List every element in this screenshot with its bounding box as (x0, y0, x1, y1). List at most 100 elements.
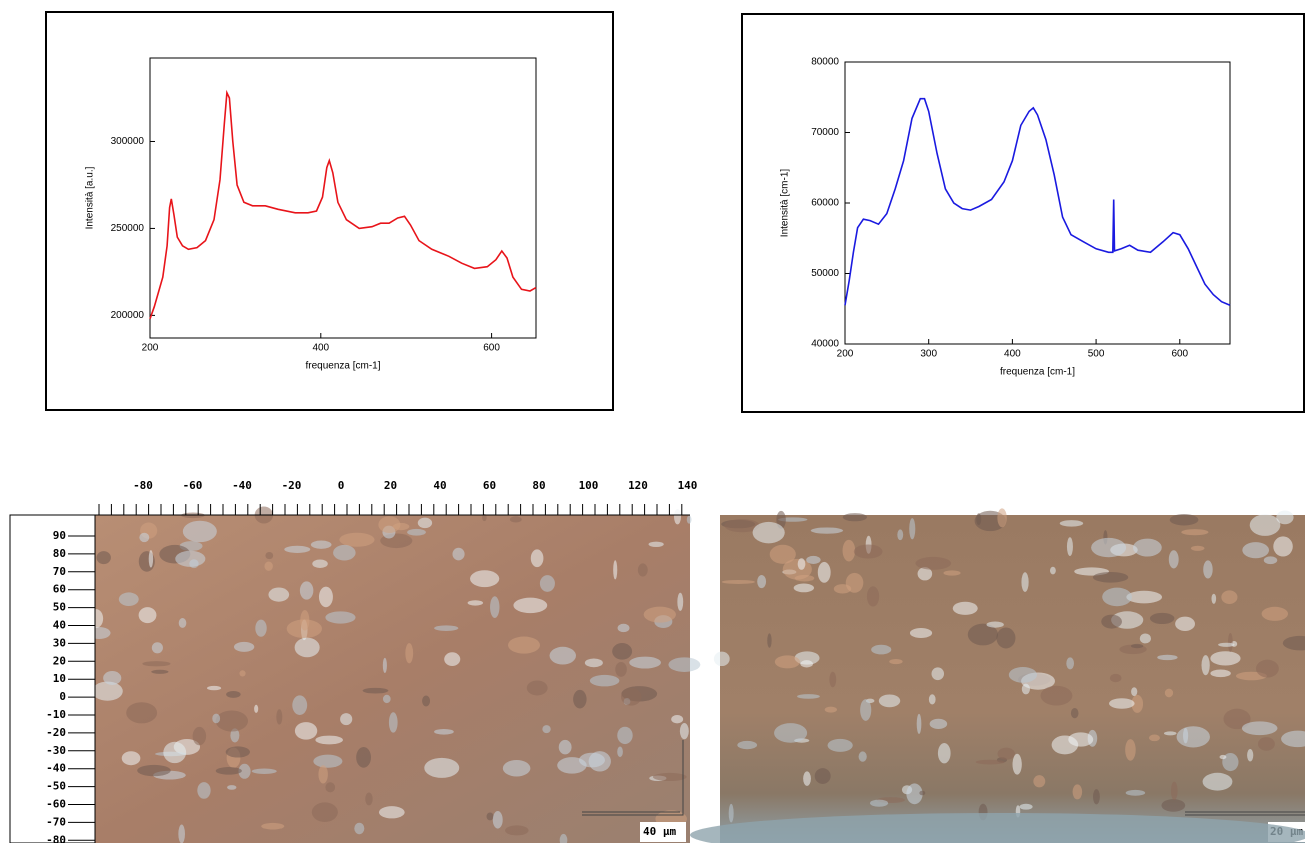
speck (121, 751, 141, 766)
speck (467, 600, 484, 606)
speck (737, 740, 758, 750)
speck (325, 782, 336, 793)
speck (1157, 654, 1178, 661)
speck (637, 563, 648, 577)
speck (679, 723, 689, 740)
speck (1072, 784, 1083, 800)
speck (871, 644, 892, 655)
speck (1164, 688, 1174, 698)
speck (192, 726, 207, 746)
x-tick-label: 400 (1004, 349, 1021, 360)
speck (1176, 726, 1210, 748)
speck (505, 825, 529, 836)
speck (233, 641, 255, 652)
ruler-label: -80 (133, 479, 153, 492)
speck (422, 695, 431, 707)
speck (365, 792, 373, 806)
speck (612, 643, 633, 660)
speck (318, 586, 333, 608)
speck (1183, 727, 1189, 744)
speck (255, 619, 267, 637)
speck (728, 803, 734, 823)
speck (617, 726, 633, 745)
speck (1223, 708, 1251, 730)
speck (268, 587, 290, 602)
speck (508, 636, 540, 654)
ruler-label: -60 (183, 479, 203, 492)
speck (906, 783, 923, 805)
data-line (149, 89, 537, 320)
shadow (690, 813, 1305, 843)
speck (829, 671, 837, 688)
speck (1218, 642, 1235, 647)
speck (853, 544, 883, 559)
speck (1008, 667, 1038, 683)
speck (858, 751, 867, 762)
ruler-label: 90 (53, 529, 66, 542)
ruler-label: 40 (433, 479, 446, 492)
speck (339, 532, 375, 547)
speck (671, 715, 684, 724)
y-tick-label: 40000 (811, 339, 839, 350)
speck (943, 570, 961, 576)
ruler-label: -40 (232, 479, 252, 492)
speck (1247, 749, 1254, 762)
speck (613, 560, 618, 580)
speck (1281, 730, 1305, 748)
chart-frame (45, 11, 614, 411)
ruler-label: 20 (384, 479, 397, 492)
speck (558, 739, 572, 755)
speck (542, 725, 551, 734)
speck (648, 541, 664, 548)
speck (470, 570, 500, 588)
speck (1149, 612, 1175, 625)
speck (557, 757, 587, 774)
speck (182, 520, 217, 543)
speck (1168, 550, 1179, 569)
speck (769, 544, 796, 564)
speck (1125, 739, 1136, 761)
speck (225, 746, 250, 758)
scale-label-bg (640, 822, 686, 842)
speck (673, 508, 682, 525)
speck (126, 702, 158, 724)
speck (1276, 510, 1294, 525)
speck (797, 558, 806, 570)
ruler-label: 120 (628, 479, 648, 492)
speck (1282, 635, 1305, 651)
speck (833, 584, 852, 594)
speck (227, 785, 237, 790)
speck (378, 516, 401, 533)
speck (589, 674, 620, 687)
speck (803, 771, 811, 786)
speck (794, 651, 820, 665)
speck (325, 611, 356, 624)
speck (1040, 685, 1073, 706)
speck (713, 651, 730, 667)
speck (103, 671, 122, 685)
speck (897, 529, 904, 541)
speck (573, 689, 587, 709)
speck (151, 642, 163, 654)
speck (1249, 514, 1281, 536)
speck (1049, 566, 1056, 575)
speck (668, 657, 701, 672)
ruler-label: 80 (532, 479, 545, 492)
speck (986, 621, 1004, 628)
speck (975, 759, 1005, 765)
speck (286, 619, 322, 639)
speck (434, 728, 454, 735)
speck (1102, 587, 1132, 607)
speck (1190, 545, 1205, 551)
speck (1181, 529, 1209, 536)
speck (794, 574, 815, 582)
ruler-label: 10 (53, 672, 66, 685)
micrograph-texture (87, 506, 701, 843)
speck (452, 547, 465, 561)
speck (1221, 590, 1238, 604)
speck (434, 625, 459, 632)
y-tick-label: 80000 (811, 57, 839, 68)
speck (212, 713, 221, 724)
speck (163, 741, 187, 764)
